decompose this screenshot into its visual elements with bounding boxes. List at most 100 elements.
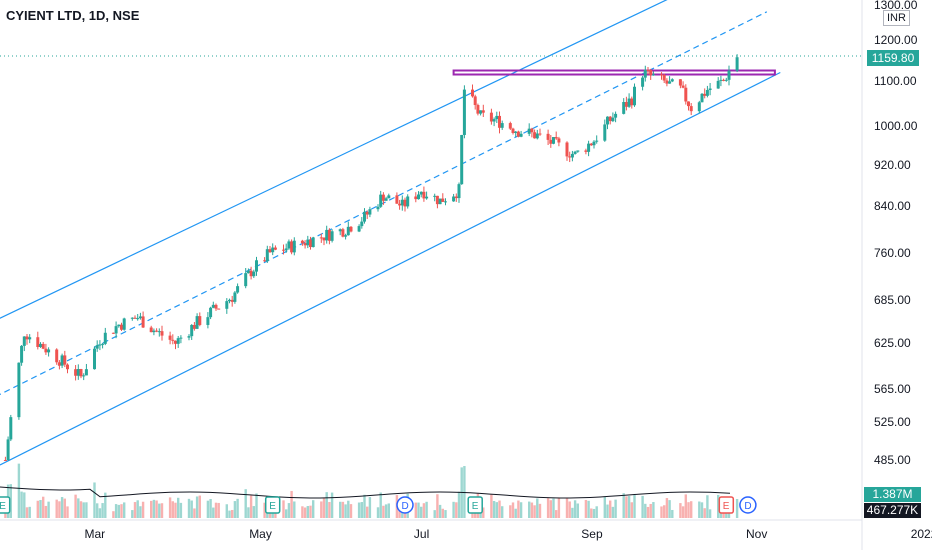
dividend-marker[interactable] [396, 496, 414, 514]
candle-body [152, 330, 156, 333]
volume-bar [150, 500, 153, 518]
y-tick-label: 565.00 [874, 382, 911, 396]
candle-body [587, 143, 591, 152]
candle-body [398, 203, 402, 206]
candle-body [592, 141, 596, 146]
volume-bar [495, 502, 498, 518]
volume-bar [630, 502, 633, 518]
volume-bar [39, 500, 42, 518]
x-tick-label: Nov [746, 527, 767, 541]
candle-body [668, 81, 672, 84]
candle-body [719, 79, 723, 81]
candle-body [649, 69, 653, 76]
volume-bar [509, 505, 512, 518]
candle-body [214, 304, 218, 309]
candle-body [500, 123, 504, 128]
candle-body [141, 316, 145, 328]
candle-body [476, 105, 480, 114]
volume-bar [306, 506, 309, 518]
candle-body [417, 194, 420, 200]
volume-bar [549, 500, 552, 518]
dividend-marker[interactable] [739, 496, 757, 514]
y-tick-label: 525.00 [874, 415, 911, 429]
candle-body [198, 316, 202, 325]
volume-bar [433, 510, 436, 518]
candle-body [311, 237, 315, 248]
candle-body [735, 57, 739, 71]
candle-body [9, 417, 13, 440]
candle-body [395, 195, 399, 204]
candle-body [346, 226, 350, 236]
chart-title: CYIENT LTD, 1D, NSE [6, 8, 140, 23]
volume-bar [133, 502, 137, 518]
volume-bar [514, 508, 517, 518]
candle-body [570, 153, 574, 158]
earnings-marker[interactable] [718, 496, 735, 514]
candle-body [705, 90, 709, 96]
candle-body [192, 324, 196, 329]
volume-bar [417, 502, 420, 518]
volume-bar [325, 492, 328, 518]
candle-body [708, 88, 712, 91]
volume-bar [533, 505, 536, 518]
volume-bar [555, 510, 558, 518]
volume-bar [492, 500, 496, 518]
volume-bar [698, 501, 701, 518]
volume-bar [23, 492, 26, 518]
resistance-line[interactable] [452, 69, 776, 76]
channel-lower-line[interactable] [0, 71, 781, 466]
candle-body [508, 123, 512, 129]
volume-bar [501, 506, 504, 518]
volume-bar [104, 492, 107, 518]
volume-bar [498, 500, 501, 518]
candle-body [360, 221, 364, 227]
candle-body [171, 339, 175, 341]
volume-bar [247, 507, 250, 518]
candle-body [627, 98, 631, 107]
candle-body [527, 128, 531, 134]
candle-body [230, 299, 234, 302]
volume-bar [568, 501, 571, 518]
volume-bar [536, 498, 539, 518]
candle-body [225, 301, 229, 309]
candle-body [101, 343, 105, 345]
earnings-marker[interactable] [467, 496, 483, 514]
volume-bar [708, 509, 712, 518]
last-price-badge: 1159.80 [867, 50, 919, 66]
candle-body [498, 115, 501, 128]
candle-body [697, 102, 701, 112]
candle-body [228, 299, 231, 302]
candle-body [363, 211, 366, 222]
candle-body [39, 343, 42, 348]
candle-body [573, 151, 577, 154]
channel-upper-line[interactable] [0, 0, 724, 325]
candle-body [349, 226, 353, 232]
earnings-marker[interactable] [264, 496, 281, 514]
volume-bar [538, 503, 542, 518]
volume-bar [706, 495, 709, 518]
volume-bar [452, 501, 455, 518]
volume-bar [25, 507, 29, 518]
candle-body [133, 317, 137, 319]
candle-body [535, 133, 539, 139]
earnings-marker[interactable] [0, 496, 11, 514]
candle-body [306, 239, 310, 246]
candle-body [403, 199, 407, 207]
candle-body [514, 131, 518, 133]
volume-bar [44, 505, 48, 518]
candle-body [330, 231, 334, 241]
candle-body [724, 79, 728, 81]
currency-unit[interactable]: INR [883, 10, 910, 26]
volume-bar [212, 507, 215, 518]
volume-bar [152, 499, 156, 518]
candle-body [309, 239, 312, 248]
candle-body [452, 196, 456, 202]
volume-bar [93, 482, 96, 518]
candle-body [292, 240, 296, 253]
candle-body [722, 79, 726, 81]
event-marker-label: E [269, 501, 276, 512]
volume-bar [700, 502, 704, 518]
volume-bar [82, 502, 85, 518]
candle-body [263, 260, 267, 262]
